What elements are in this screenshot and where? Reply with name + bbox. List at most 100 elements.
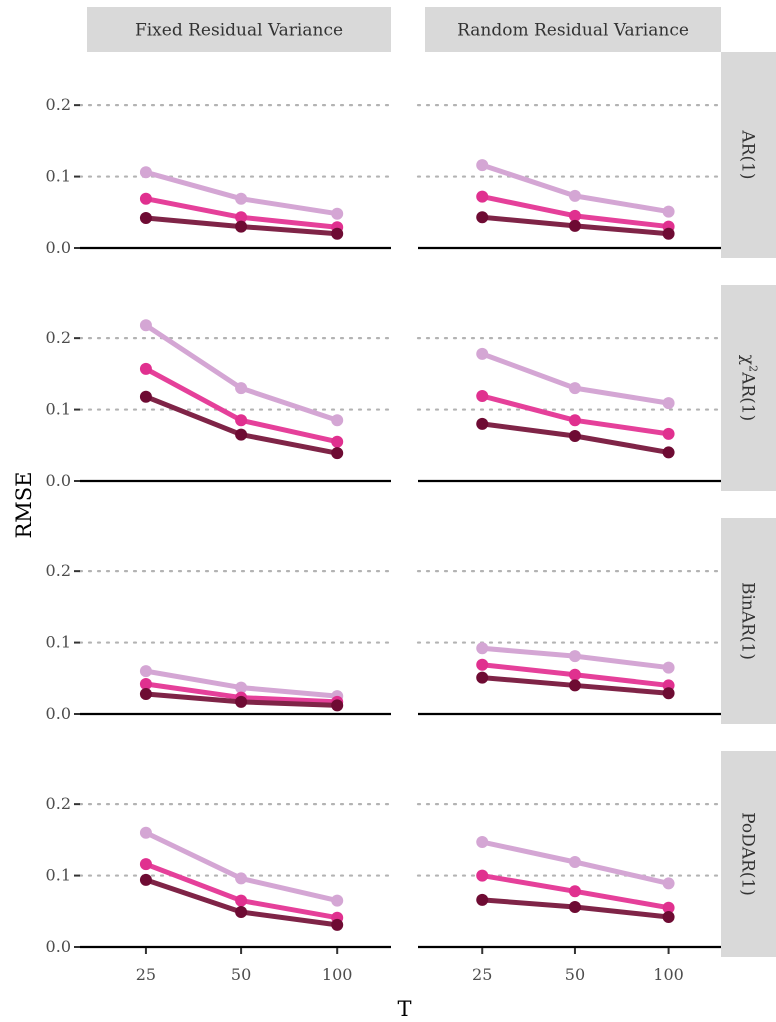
data-point <box>331 918 344 931</box>
data-point <box>662 397 675 410</box>
data-point <box>139 665 152 678</box>
column-strip-label: Random Residual Variance <box>457 21 689 41</box>
row-strip: PoDAR(1) <box>721 751 776 957</box>
row-strip-background <box>721 52 776 258</box>
y-tick-label: 0.1 <box>46 633 71 652</box>
y-tick-label: 0.1 <box>46 400 71 419</box>
y-tick-label: 0.2 <box>46 794 71 813</box>
data-point <box>235 906 248 919</box>
data-point <box>568 901 581 914</box>
data-point <box>476 893 489 906</box>
column-strip-background <box>425 7 721 52</box>
row-strip-label-superscript: 2 <box>747 365 760 372</box>
column-strip: Fixed Residual Variance <box>87 7 391 52</box>
row-strip: BinAR(1) <box>721 518 776 724</box>
row-strip-label: χ2AR(1) <box>738 355 760 421</box>
row-strip-background <box>721 285 776 491</box>
data-point <box>476 671 489 684</box>
data-point <box>331 414 344 427</box>
data-point <box>568 430 581 443</box>
panel <box>416 337 723 483</box>
data-point <box>235 428 248 441</box>
data-point <box>139 390 152 403</box>
data-point <box>568 382 581 395</box>
data-point <box>235 414 248 427</box>
data-point <box>331 894 344 907</box>
data-point <box>139 319 152 332</box>
data-point <box>235 681 248 694</box>
x-tick-label: 50 <box>565 965 585 984</box>
data-point <box>476 190 489 203</box>
data-point <box>568 856 581 869</box>
y-tick-label: 0.0 <box>46 238 71 257</box>
panel <box>416 570 723 716</box>
data-point <box>139 166 152 179</box>
y-axis-title: RMSE <box>12 471 36 538</box>
column-strip-background <box>87 7 391 52</box>
y-tick-label: 0.0 <box>46 704 71 723</box>
data-point <box>476 658 489 671</box>
data-point <box>235 695 248 708</box>
x-tick-label: 100 <box>322 965 353 984</box>
x-tick-label: 100 <box>653 965 684 984</box>
data-point <box>235 872 248 885</box>
data-point <box>331 435 344 448</box>
row-strip: AR(1) <box>721 52 776 258</box>
data-point <box>568 679 581 692</box>
data-point <box>568 209 581 222</box>
row-strip-label-prefix: χ <box>738 355 758 365</box>
data-point <box>476 836 489 849</box>
data-point <box>568 885 581 898</box>
data-point <box>235 220 248 233</box>
data-point <box>139 688 152 701</box>
data-point <box>568 668 581 681</box>
data-point <box>568 414 581 427</box>
y-tick-label: 0.2 <box>46 561 71 580</box>
series-line <box>481 351 669 406</box>
data-point <box>139 192 152 205</box>
data-point <box>662 205 675 218</box>
data-point <box>662 427 675 440</box>
data-point <box>476 417 489 430</box>
data-point <box>331 207 344 220</box>
data-point <box>662 227 675 240</box>
panel: 0.0 0.1 0.2 25 50 100 <box>46 794 393 984</box>
panel: 25 50 100 <box>416 803 723 984</box>
data-point <box>235 894 248 907</box>
data-point <box>235 382 248 395</box>
data-point <box>568 189 581 202</box>
data-point <box>568 650 581 663</box>
data-point <box>476 347 489 360</box>
row-strip-label: PoDAR(1) <box>738 812 758 896</box>
row-strip-label: AR(1) <box>738 129 758 179</box>
y-tick-label: 0.0 <box>46 471 71 490</box>
data-point <box>476 642 489 655</box>
column-strip: Random Residual Variance <box>425 7 721 52</box>
data-point <box>331 447 344 460</box>
row-strip: χ2AR(1) <box>721 285 776 491</box>
panel: 0.0 0.1 0.2 <box>46 561 393 723</box>
panel: 0.0 0.1 0.2 <box>46 319 393 490</box>
y-tick-label: 0.2 <box>46 328 71 347</box>
data-point <box>662 446 675 459</box>
data-point <box>139 826 152 839</box>
data-point <box>235 211 248 224</box>
data-point <box>476 390 489 403</box>
data-point <box>139 678 152 691</box>
y-tick-label: 0.1 <box>46 866 71 885</box>
x-tick-label: 25 <box>472 965 492 984</box>
x-tick-label: 25 <box>136 965 156 984</box>
data-point <box>568 219 581 232</box>
data-point <box>139 362 152 375</box>
data-point <box>476 211 489 224</box>
x-tick-label: 50 <box>231 965 251 984</box>
data-point <box>235 192 248 205</box>
data-point <box>662 877 675 890</box>
row-strip-label-main: AR(1) <box>738 371 758 421</box>
data-point <box>476 869 489 882</box>
panel <box>416 104 723 250</box>
data-point <box>331 227 344 240</box>
data-point <box>662 661 675 674</box>
data-point <box>476 159 489 172</box>
